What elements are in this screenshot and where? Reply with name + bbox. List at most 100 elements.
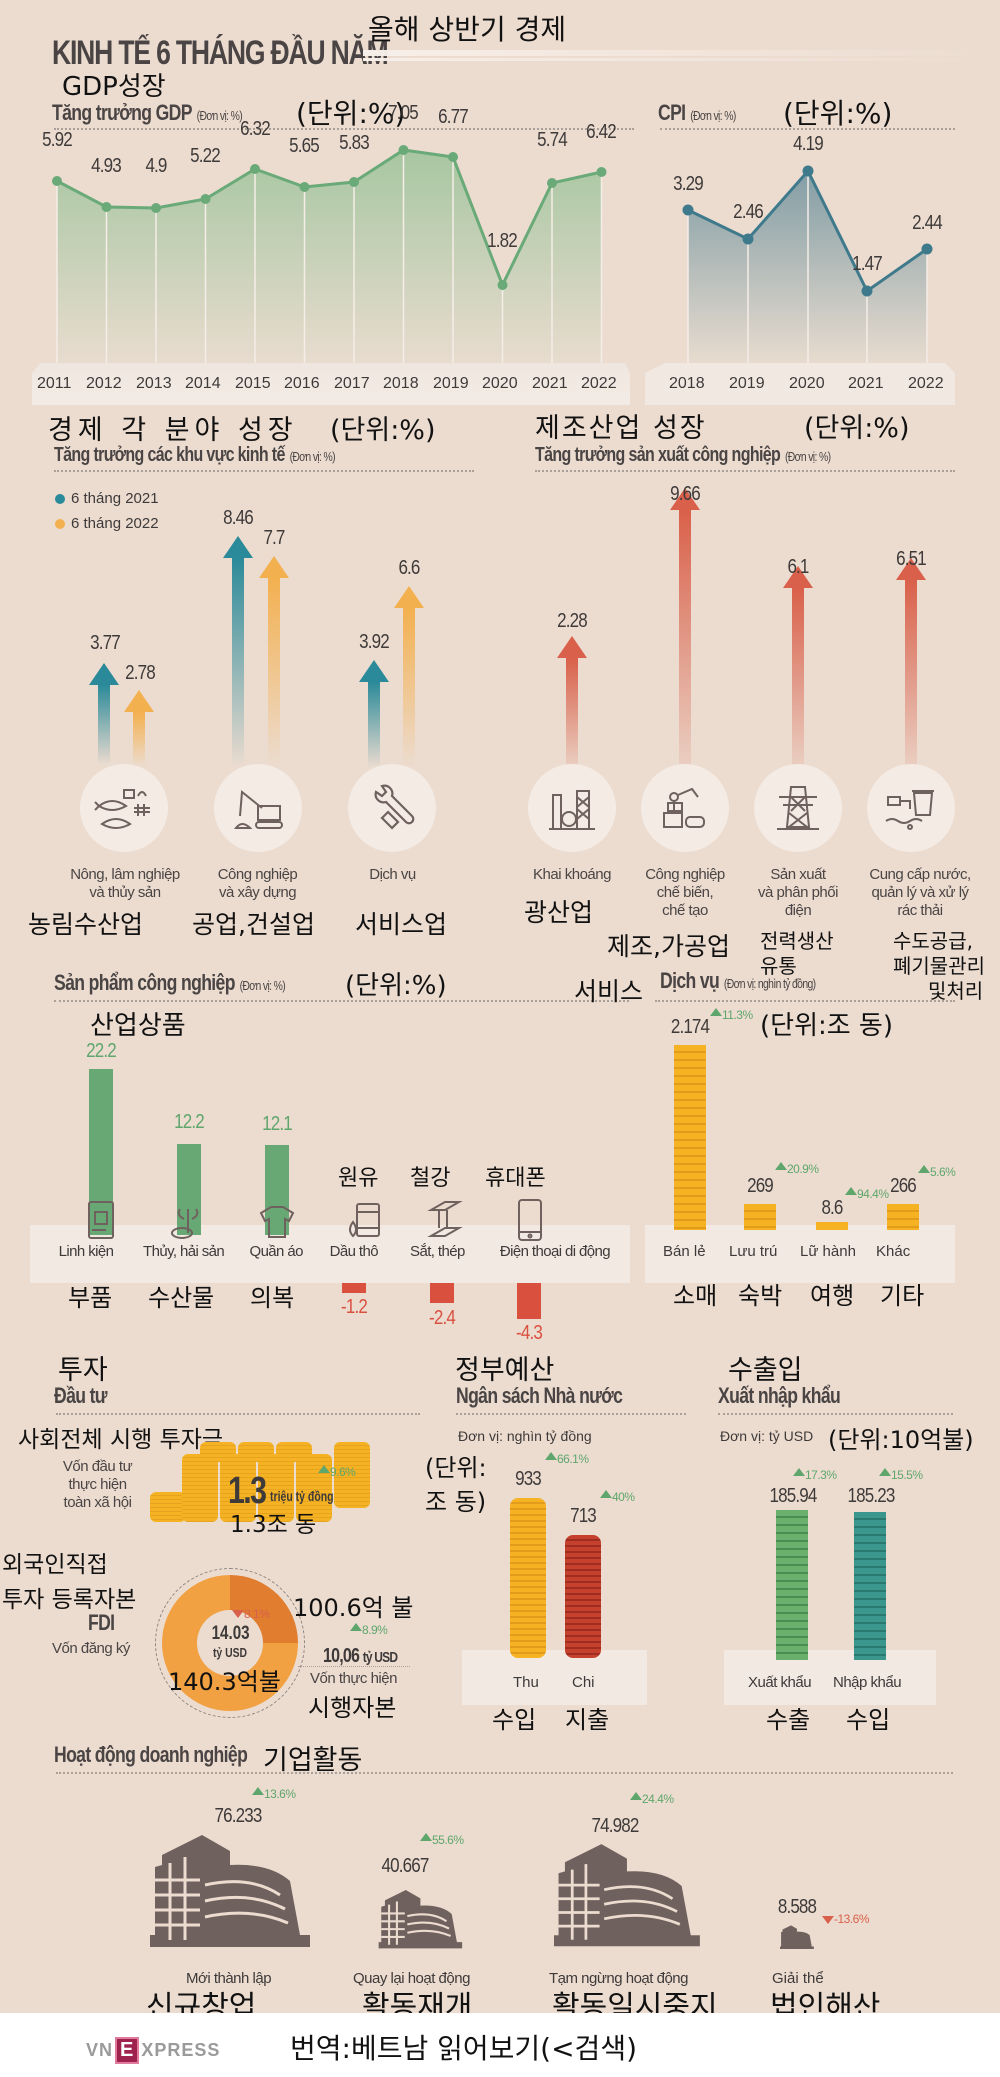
- social-investment-value-kr: 1.3조 동: [230, 1512, 317, 1538]
- fdi-kr-2: 투자 등록자본: [2, 1587, 137, 1613]
- building-small-icon: [780, 1925, 814, 1950]
- product-bar-components: [89, 1069, 113, 1235]
- services-divider: [655, 1000, 955, 1002]
- enterprise-title-kr: 기업활동: [263, 1745, 363, 1776]
- budget-kr-revenue: 수입: [492, 1706, 537, 1734]
- arrow-down-icon: [822, 1915, 834, 1924]
- industry-heading: Tăng trưởng sản xuất công nghiệp (Đơn vị:…: [535, 444, 831, 467]
- arrow-manufacturing: [670, 488, 700, 768]
- arrow-up-icon: [918, 1165, 930, 1173]
- x-tick: 2020: [789, 375, 825, 392]
- product-label: Quần áo: [249, 1243, 304, 1260]
- trade-title-kr: 수출입: [728, 1355, 803, 1386]
- money-stack-travel-icon: [816, 1222, 848, 1230]
- services-heading: Dịch vụ (Đơn vị: nghìn tỷ đồng): [660, 968, 816, 994]
- service-growth: 11.3%: [710, 1008, 753, 1022]
- arrow-up-icon: [879, 1468, 891, 1476]
- product-kr-phone: 휴대폰: [485, 1166, 546, 1191]
- industry-arrows: [557, 488, 926, 768]
- money-stack-export-icon: [776, 1510, 808, 1660]
- cpi-unit: (Đơn vị: %): [690, 108, 736, 123]
- gdp-title: Tăng trưởng GDP: [52, 100, 192, 125]
- fdi-realized-kr: 시행자본: [308, 1694, 397, 1722]
- product-label: Dầu thô: [329, 1243, 379, 1260]
- budget-unit: Đơn vị: nghìn tỷ đồng: [458, 1428, 592, 1444]
- legend-dot-teal-icon: [55, 493, 65, 504]
- page-title-kr: 올해 상반기 경제: [368, 13, 567, 46]
- legend-item-2021: 6 tháng 2021: [55, 490, 159, 507]
- arrow-up-icon: [793, 1468, 805, 1476]
- services-2021-value: 3.92: [359, 631, 390, 653]
- enterprise-growth: -13.6%: [822, 1912, 870, 1926]
- industry-divider: [535, 470, 955, 472]
- cpi-value: 1.47: [852, 253, 883, 275]
- service-growth: 94.4%: [845, 1187, 889, 1201]
- enterprise-value: 8.588: [777, 1896, 817, 1918]
- x-tick: 2016: [284, 375, 320, 392]
- legend-dot-orange-icon: [55, 518, 65, 529]
- sectors-heading: Tăng trưởng các khu vực kinh tế (Đơn vị: …: [54, 444, 336, 467]
- product-kr-oil: 원유: [338, 1166, 379, 1191]
- product-value: -2.4: [429, 1307, 456, 1329]
- sector-kr-agri: 농림수산업: [28, 910, 144, 939]
- budget-unit-kr-1: (단위:: [425, 1454, 487, 1482]
- product-label: Sắt, thép: [410, 1243, 465, 1260]
- x-tick: 2021: [532, 375, 568, 392]
- arrow-industry-2021: [223, 536, 253, 768]
- translation-note: 번역:베트남 읽어보기(<검색): [290, 2032, 638, 2065]
- sectors-legend: 6 tháng 2021 6 tháng 2022: [55, 490, 159, 532]
- cpi-area-chart: [645, 165, 955, 405]
- title-divider: [363, 58, 983, 61]
- coin-stack-expense-icon: [565, 1535, 601, 1658]
- products-unit-kr: (단위:%): [345, 971, 447, 1001]
- products-unit: (Đơn vị: %): [239, 978, 286, 993]
- social-investment-unit: triệu tỷ đồng: [270, 1488, 334, 1504]
- industry-unit: (Đơn vị: %): [784, 449, 831, 464]
- x-tick: 2019: [433, 375, 469, 392]
- product-label: Điện thoại di động: [499, 1243, 611, 1260]
- agriculture-fish-icon: [80, 764, 168, 852]
- investment-title: Đầu tư: [54, 1383, 108, 1408]
- sector-label-industry: Công nghiệp và xây dựng: [217, 866, 298, 901]
- vnexpress-logo[interactable]: VN E XPRESS: [86, 2037, 220, 2064]
- budget-value: 713: [570, 1505, 597, 1527]
- trade-growth: 17.3%: [793, 1468, 837, 1482]
- service-value: 269: [747, 1175, 774, 1197]
- services-shelf: [645, 1225, 955, 1283]
- trade-unit: Đơn vị: tỷ USD: [720, 1428, 814, 1444]
- x-tick: 2022: [581, 375, 617, 392]
- arrow-industry-2022: [259, 556, 289, 768]
- trade-value: 185.23: [847, 1485, 896, 1507]
- x-tick: 2014: [185, 375, 221, 392]
- fdi-title: FDI: [88, 1610, 115, 1635]
- arrow-water: [896, 558, 926, 768]
- gdp-heading: Tăng trưởng GDP (Đơn vị: %): [52, 100, 243, 126]
- industry-unit-kr: (단위:%): [804, 413, 910, 444]
- gdp-value: 5.83: [339, 132, 370, 154]
- products-title-kr: 산업상품: [90, 1011, 186, 1041]
- sector-label-services: Dịch vụ: [369, 866, 416, 883]
- industry-2021-value: 8.46: [223, 507, 254, 529]
- enterprise-label: Quay lại hoạt động: [353, 1970, 470, 1987]
- industry-title: Tăng trưởng sản xuất công nghiệp: [535, 444, 781, 466]
- budget-shelf: [462, 1650, 647, 1705]
- gdp-unit: (Đơn vị: %): [196, 108, 243, 123]
- arrow-up-icon: [420, 1833, 432, 1841]
- fdi-realized-label: Vốn thực hiện: [310, 1670, 397, 1687]
- building-large-icon: [150, 1835, 310, 1947]
- gdp-value: 6.32: [240, 118, 271, 140]
- money-stack-import-icon: [854, 1512, 886, 1660]
- x-tick: 2013: [136, 375, 172, 392]
- gdp-area-chart: [32, 145, 630, 405]
- water-waste-icon: [867, 764, 955, 852]
- gdp-value: 5.65: [289, 135, 320, 157]
- product-value: 12.1: [262, 1113, 293, 1135]
- arrow-up-icon: [318, 1465, 330, 1473]
- investment-title-kr: 투자: [58, 1355, 108, 1386]
- oil-barrel-icon: [345, 1200, 385, 1245]
- footer: VN E XPRESS 번역:베트남 읽어보기(<검색): [0, 2013, 1000, 2077]
- fdi-registered-unit: tỷ USD: [212, 1645, 248, 1660]
- fdi-registered-label: Vốn đăng ký: [52, 1640, 130, 1657]
- gdp-value: 5.74: [537, 129, 568, 151]
- water-value: 6.51: [896, 548, 927, 570]
